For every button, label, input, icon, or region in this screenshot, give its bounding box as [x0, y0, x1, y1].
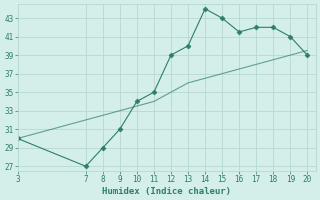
- X-axis label: Humidex (Indice chaleur): Humidex (Indice chaleur): [102, 187, 231, 196]
